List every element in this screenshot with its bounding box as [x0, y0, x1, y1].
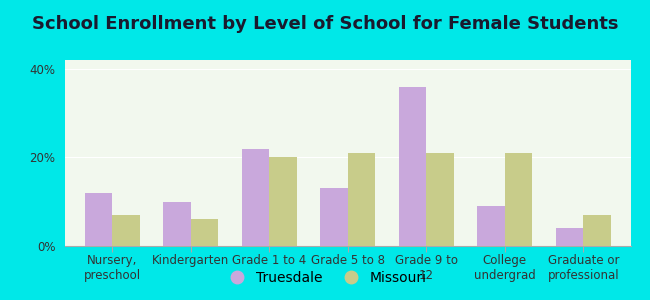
Bar — [84, 193, 112, 246]
Bar — [242, 148, 269, 246]
Bar — [163, 202, 190, 246]
Bar — [320, 188, 348, 246]
Bar — [426, 153, 454, 246]
Bar — [477, 206, 505, 246]
Bar — [399, 87, 426, 246]
Legend: Truesdale, Missouri: Truesdale, Missouri — [217, 265, 433, 290]
Bar — [269, 158, 296, 246]
Bar — [584, 215, 611, 246]
Bar — [190, 219, 218, 246]
Text: School Enrollment by Level of School for Female Students: School Enrollment by Level of School for… — [32, 15, 618, 33]
Bar — [556, 228, 584, 246]
Bar — [505, 153, 532, 246]
Bar — [112, 215, 140, 246]
Bar — [348, 153, 375, 246]
